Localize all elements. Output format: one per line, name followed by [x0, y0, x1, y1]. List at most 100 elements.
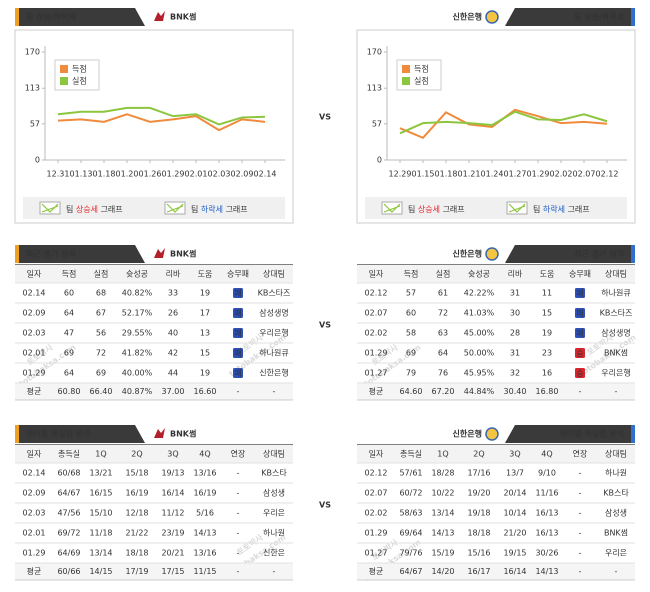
result-icon-label: 패 [576, 288, 583, 298]
table-header-cell: 슛성공 [126, 270, 148, 279]
x-tick-label: 02.09 [231, 170, 254, 179]
graph-legend-icon-line [383, 203, 401, 213]
table-cell: 13/16 [193, 549, 216, 558]
y-tick-label: 113 [367, 84, 382, 93]
table-cell: 45.95% [464, 369, 495, 378]
team-logo [485, 10, 499, 24]
table-cell: 9/10 [538, 469, 556, 478]
table-cell: 16 [542, 369, 552, 378]
result-icon-label: 패 [576, 308, 583, 318]
table-cell: 28 [510, 329, 520, 338]
table-cell: 02.03 [23, 329, 46, 338]
x-tick-label: 01.29 [527, 170, 550, 179]
table-cell: 19/15 [503, 549, 526, 558]
header-title: 쿼터별 득실점 분석 [26, 429, 90, 439]
table-cell: - [615, 387, 618, 396]
table-cell: 11/15 [193, 567, 216, 576]
team-name: BNK썸 [170, 249, 196, 259]
table-cell: - [237, 387, 240, 396]
table-header-cell: 2Q [131, 450, 142, 459]
table-cell: 64.60 [400, 387, 423, 396]
table-cell: 68 [96, 289, 106, 298]
table-cell: 60/66 [57, 567, 80, 576]
table-cell: 12/18 [125, 509, 148, 518]
table-cell: - [237, 509, 240, 518]
table-cell: 69 [64, 349, 74, 358]
table-cell: 40.00% [122, 369, 153, 378]
table-cell: 02.09 [23, 489, 46, 498]
table-header-cell: 총득실 [400, 449, 422, 459]
result-icon-label: 패 [234, 348, 241, 358]
table-cell: 10/22 [431, 489, 454, 498]
table-header-cell: 3Q [509, 450, 520, 459]
table-cell: 평균 [369, 566, 384, 576]
header-accent [15, 245, 19, 263]
legend-swatch [402, 77, 410, 85]
graph-legend-key: 상승세 [76, 204, 98, 214]
graph-legend-suffix: 그래프 [226, 205, 248, 214]
table-cell: 삼성생 [605, 508, 627, 518]
table-cell: 01.29 [23, 369, 46, 378]
data-line [399, 110, 608, 135]
table-cell: 29.55% [122, 329, 153, 338]
table-cell: 30 [510, 309, 520, 318]
x-tick-label: 02.03 [208, 170, 231, 179]
table-cell: 69/64 [399, 529, 422, 538]
table-cell: 18/28 [431, 469, 454, 478]
table-header-cell: 상대팀 [263, 269, 285, 279]
header-title: 최근 경기 성적 [26, 249, 76, 259]
table-cell: 02.12 [365, 289, 388, 298]
y-tick-label: 113 [25, 84, 40, 93]
table-cell: 02.01 [23, 529, 46, 538]
x-tick-label: 01.21 [458, 170, 481, 179]
table-cell: 02.14 [23, 469, 46, 478]
table-header-cell: 득점 [404, 269, 419, 279]
table-cell: 18/18 [125, 549, 148, 558]
team-logo [154, 428, 165, 438]
y-tick-label: 170 [367, 48, 382, 57]
table-header-cell: 상대팀 [605, 269, 627, 279]
x-tick-label: 01.20 [116, 170, 139, 179]
result-icon-label: 패 [234, 368, 241, 378]
y-tick-label: 170 [25, 48, 40, 57]
result-icon [575, 368, 585, 378]
x-tick-label: 12.31 [47, 170, 70, 179]
graph-legend-suffix: 그래프 [443, 205, 465, 214]
legend-swatch [60, 65, 68, 73]
result-icon [233, 348, 243, 358]
table-cell: 14/13 [193, 529, 216, 538]
table-cell: 하나원큐 [259, 348, 288, 358]
table-cell: 15/10 [89, 509, 112, 518]
graph-legend-prefix: 팀 [408, 204, 415, 214]
table-cell: 11/18 [89, 529, 112, 538]
table-cell: 19/13 [161, 469, 184, 478]
table-cell: 15 [200, 349, 210, 358]
result-icon [575, 328, 585, 338]
table-cell: 56 [96, 329, 106, 338]
table-cell: 76 [438, 369, 448, 378]
table-cell: 02.12 [365, 469, 388, 478]
legend-label: 실점 [72, 76, 87, 86]
table-cell: 57 [406, 289, 416, 298]
graph-legend-key: 하락세 [201, 204, 223, 214]
graph-legend-prefix: 팀 [191, 204, 198, 214]
table-header-cell: 실점 [94, 269, 109, 279]
table-cell: - [237, 567, 240, 576]
table-cell: 60/68 [57, 469, 80, 478]
table-cell: 삼성생명 [259, 308, 288, 318]
team-name: 신한은행 [453, 429, 482, 439]
result-icon-label: 패 [234, 328, 241, 338]
table-cell: 69 [96, 369, 106, 378]
x-tick-label: 02.07 [573, 170, 596, 179]
header-accent [631, 425, 635, 443]
chart-box [356, 29, 636, 224]
table-header-cell: 1Q [95, 450, 106, 459]
graph-legend-icon-line [41, 203, 59, 213]
table-cell: - [579, 489, 582, 498]
table-cell: 01.27 [365, 369, 388, 378]
header-title: 팀 상승/하락세 [26, 12, 76, 22]
table-cell: 44 [168, 369, 178, 378]
table-cell: 79/76 [399, 549, 422, 558]
table-cell: 10/14 [503, 509, 526, 518]
table-cell: 16.80 [536, 387, 559, 396]
